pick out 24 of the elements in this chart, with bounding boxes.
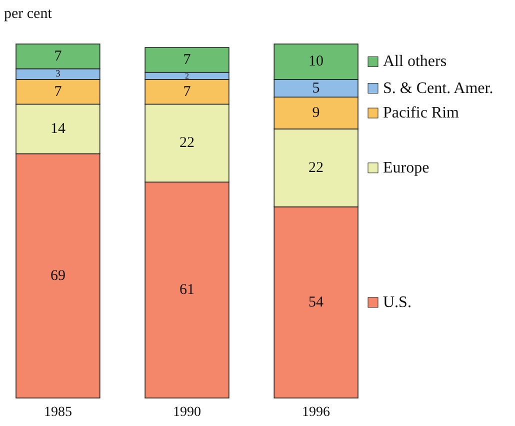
legend-label: Pacific Rim: [383, 104, 460, 122]
legend-label: All others: [383, 53, 447, 70]
data-label: 5: [312, 80, 320, 96]
data-label: 61: [180, 282, 194, 298]
data-label: 22: [308, 160, 324, 176]
x-tick-label: 1985: [44, 405, 72, 420]
data-label: 3: [56, 68, 61, 80]
data-label: 22: [180, 135, 194, 152]
data-label: 54: [308, 294, 324, 310]
data-label: 7: [183, 52, 192, 68]
data-label: 2: [185, 71, 189, 80]
data-label: 14: [50, 120, 66, 137]
data-label: 7: [54, 48, 62, 64]
data-label: 10: [308, 54, 324, 70]
legend-label: U.S.: [383, 294, 412, 311]
x-tick-label: 1996: [302, 405, 330, 420]
data-label: 7: [54, 84, 62, 100]
data-label: 69: [50, 268, 66, 284]
legend-label: Europe: [383, 159, 430, 176]
data-label: 7: [183, 84, 192, 100]
data-label: 9: [312, 105, 320, 122]
legend-label: S. & Cent. Amer.: [383, 80, 494, 97]
x-tick-label: 1990: [173, 405, 201, 420]
y-axis-title: per cent: [4, 6, 53, 22]
